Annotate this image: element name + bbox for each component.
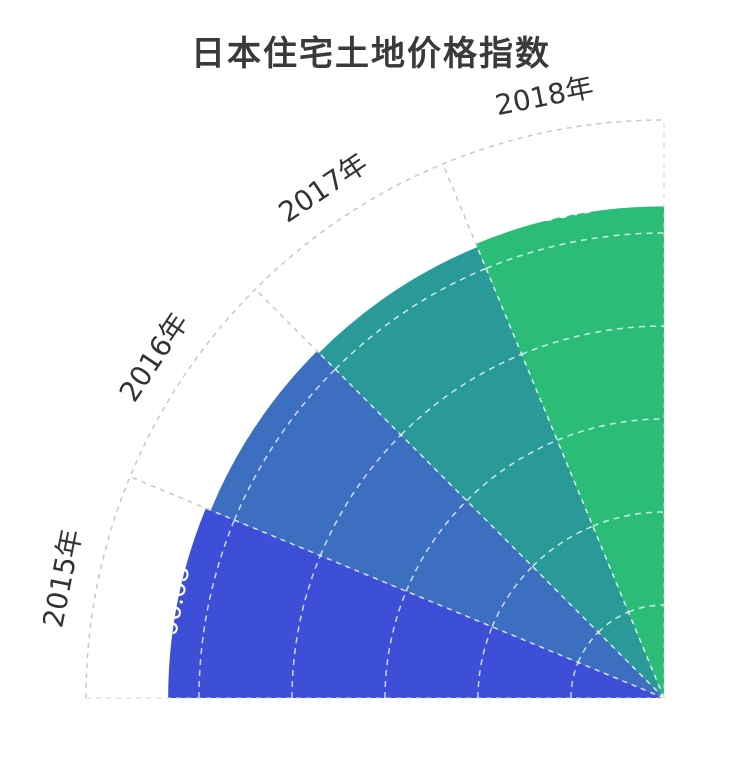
grid-ring	[485, 232, 665, 270]
sector-3	[475, 206, 664, 698]
sector-divider-outer	[129, 476, 212, 511]
grid-ring	[400, 353, 522, 436]
grid-ring	[570, 662, 579, 699]
sector-divider	[254, 288, 665, 699]
grid-ring	[491, 565, 534, 628]
sector-1	[210, 351, 664, 698]
sector-divider-outer	[442, 163, 478, 248]
grid-ring	[291, 555, 322, 699]
grid-ring	[556, 418, 665, 441]
grid-ring	[466, 439, 558, 502]
sector-0	[168, 508, 664, 698]
grid-ring	[521, 325, 665, 356]
grid-ring	[531, 525, 594, 568]
chart-title: 日本住宅土地价格指数	[191, 34, 551, 74]
category-label-1: 2016年	[113, 307, 196, 408]
category-label-2: 2017年	[273, 147, 374, 230]
sector-divider	[442, 163, 665, 699]
grid-ring	[384, 590, 407, 699]
sector-divider	[129, 476, 665, 699]
category-label-3: 2018年	[492, 70, 596, 122]
grid-ring	[477, 626, 493, 699]
grid-ring	[334, 267, 487, 370]
sector-divider-outer	[254, 288, 320, 354]
outer-guide-ring	[85, 119, 665, 699]
sector-2	[318, 247, 664, 698]
grid-ring	[198, 519, 236, 699]
grid-ring	[597, 611, 629, 633]
grid-ring	[233, 368, 336, 521]
category-label-0: 2015年	[36, 526, 88, 630]
grid-ring	[628, 604, 665, 613]
grid-ring	[319, 434, 402, 556]
grid-ring	[592, 511, 665, 527]
grid-ring	[405, 500, 468, 592]
grid-ring	[577, 631, 599, 663]
